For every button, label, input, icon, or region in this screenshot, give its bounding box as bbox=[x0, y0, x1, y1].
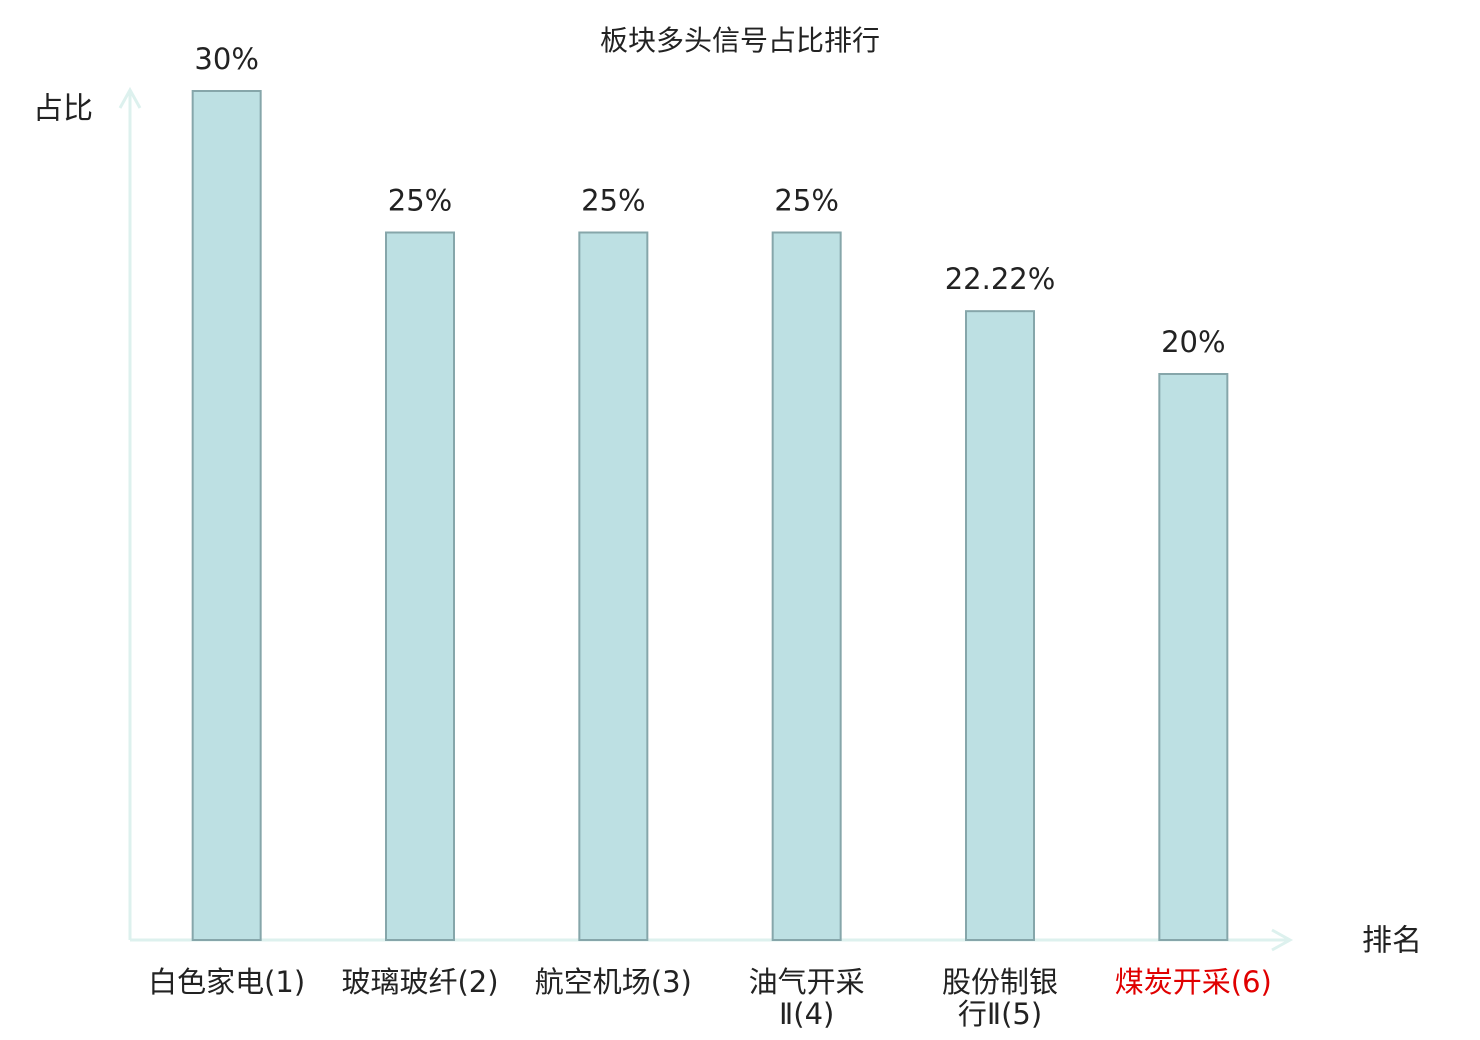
y-axis-label: 占比 bbox=[33, 92, 93, 127]
bar bbox=[578, 231, 649, 941]
bar bbox=[191, 90, 262, 941]
value-label: 22.22% bbox=[945, 262, 1056, 296]
value-label: 25% bbox=[774, 184, 838, 218]
bar bbox=[385, 231, 455, 941]
x-tick-label: 航空机场(3) bbox=[535, 965, 692, 999]
bar bbox=[965, 310, 1035, 941]
value-label: 30% bbox=[194, 42, 258, 76]
x-axis-label: 排名 bbox=[1362, 924, 1422, 959]
x-tick-label: 玻璃玻纤(2) bbox=[341, 965, 498, 999]
chart-title: 板块多头信号占比排行 bbox=[600, 24, 880, 57]
x-axis-arrow bbox=[1271, 928, 1294, 952]
x-tick-label: 煤炭开采(6) bbox=[1115, 965, 1272, 999]
x-tick-label: 油气开采 Ⅱ(4) bbox=[749, 965, 865, 1031]
y-axis-arrow bbox=[118, 86, 142, 109]
value-label: 25% bbox=[581, 184, 645, 218]
bar bbox=[771, 231, 842, 941]
value-label: 20% bbox=[1161, 325, 1225, 359]
x-tick-label: 白色家电(1) bbox=[148, 965, 305, 999]
x-tick-label: 股份制银行Ⅱ(5) bbox=[942, 965, 1058, 1031]
value-label: 25% bbox=[388, 184, 452, 218]
bar bbox=[1158, 373, 1229, 941]
